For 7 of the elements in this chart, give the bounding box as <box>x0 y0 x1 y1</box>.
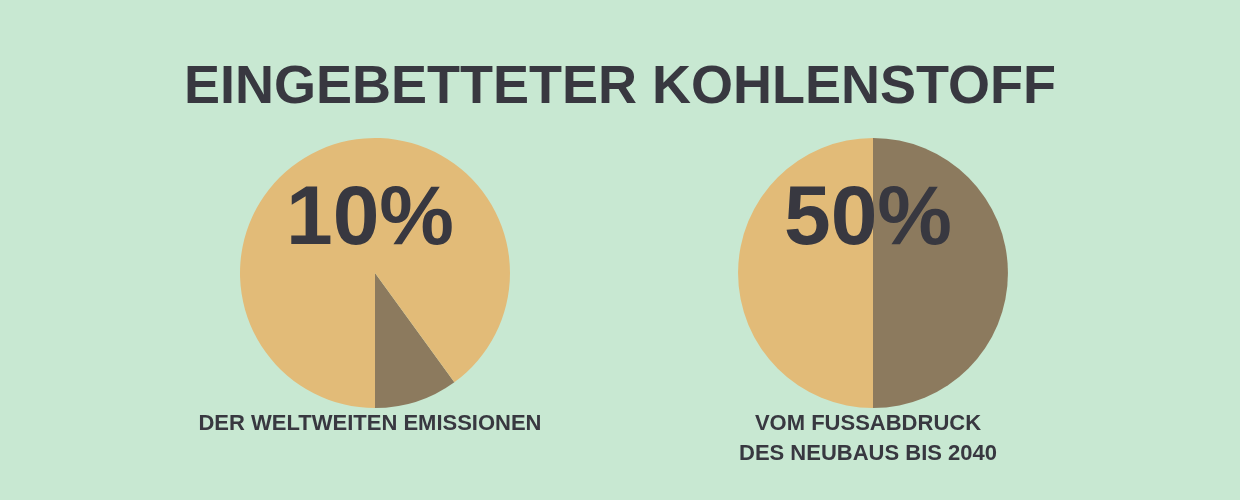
text: DER WELTWEITEN EMISSIONEN <box>197 409 543 437</box>
text: 50% <box>782 168 954 262</box>
text: EINGEBETTETER KOHLENSTOFF <box>182 53 1057 116</box>
text: VOM FUSSABDRUCK DES NEUBAUS BIS 2040 <box>738 409 998 467</box>
text: 10% <box>284 168 456 262</box>
pie-slice <box>240 138 510 408</box>
pie-slice <box>375 273 455 408</box>
